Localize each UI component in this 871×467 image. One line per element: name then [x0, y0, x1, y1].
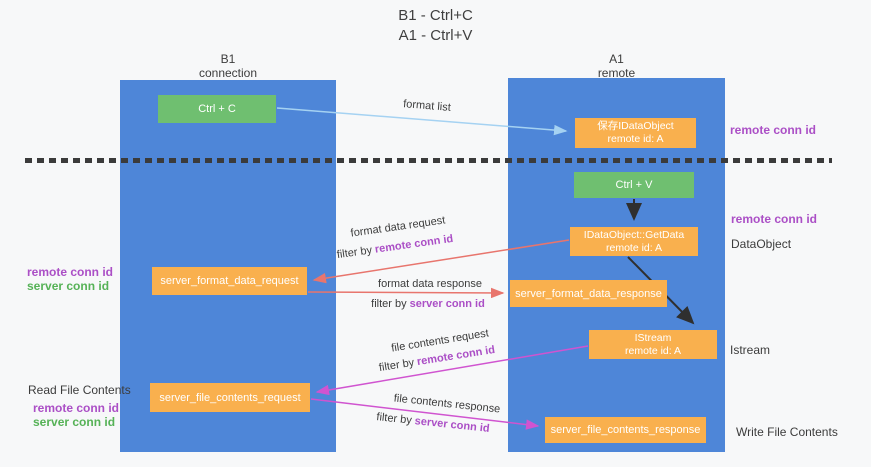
- left-conn-id-pair-1: remote conn id server conn id: [27, 265, 113, 293]
- save-idataobject-box: 保存IDataObject remote id: A: [575, 118, 696, 148]
- server-format-data-request-box: server_format_data_request: [152, 267, 307, 295]
- a1-name: A1: [609, 52, 624, 66]
- filter-by-server-conn-id-label-2: filter by server conn id: [376, 411, 490, 435]
- filter-by-server-conn-id-label-1: filter by server conn id: [371, 298, 485, 310]
- filter-by-text: filter by: [336, 244, 373, 262]
- idataobject-getdata-box: IDataObject::GetData remote id: A: [570, 227, 698, 256]
- filter-by-text: filter by: [371, 298, 407, 310]
- server-file-contents-response-box: server_file_contents_response: [545, 417, 706, 443]
- write-file-contents-label: Write File Contents: [736, 425, 838, 439]
- save-idataobject-line2: remote id: A: [607, 133, 664, 145]
- server-conn-id-text: server conn id: [414, 415, 491, 435]
- b1-role: connection: [198, 66, 258, 80]
- ctrl-c-label: Ctrl + C: [198, 103, 236, 115]
- left-remote-conn-id-2: remote conn id: [33, 401, 120, 415]
- left-conn-id-pair-2: remote conn id server conn id: [33, 401, 119, 429]
- getdata-line2: remote id: A: [605, 241, 663, 254]
- server-file-contents-request-box: server_file_contents_request: [150, 383, 310, 412]
- filter-by-text: filter by: [378, 356, 416, 375]
- diagram-title: B1 - Ctrl+C A1 - Ctrl+V: [0, 6, 871, 46]
- server-format-data-response-box: server_format_data_response: [510, 280, 667, 307]
- server-file-contents-response-label: server_file_contents_response: [550, 424, 701, 436]
- getdata-line1: IDataObject::GetData: [583, 228, 685, 241]
- left-server-conn-id-1: server conn id: [27, 279, 110, 293]
- right-remote-conn-id-1: remote conn id: [730, 123, 817, 137]
- dataobject-label: DataObject: [731, 237, 792, 251]
- column-header-a1: A1 remote: [508, 52, 725, 80]
- istream-line2: remote id: A: [624, 344, 682, 357]
- file-contents-response-label: file contents response: [393, 392, 501, 416]
- title-line-1: B1 - Ctrl+C: [398, 7, 473, 24]
- right-remote-conn-id-2: remote conn id: [731, 212, 818, 226]
- left-remote-conn-id-1: remote conn id: [27, 265, 114, 279]
- ctrl-v-label: Ctrl + V: [615, 179, 653, 191]
- istream-side-label: Istream: [730, 343, 771, 357]
- save-idataobject-line1: 保存IDataObject: [597, 120, 674, 132]
- column-header-b1: B1 connection: [120, 52, 336, 80]
- server-file-contents-request-label: server_file_contents_request: [159, 391, 301, 404]
- title-line-2: A1 - Ctrl+V: [398, 27, 473, 44]
- istream-line1: IStream: [634, 331, 672, 344]
- a1-role: remote: [597, 66, 636, 80]
- istream-box: IStream remote id: A: [589, 330, 717, 359]
- server-format-data-request-label: server_format_data_request: [160, 275, 299, 287]
- server-format-data-response-label: server_format_data_response: [515, 287, 662, 300]
- server-conn-id-text: server conn id: [409, 298, 485, 310]
- b1-name: B1: [220, 52, 236, 66]
- phase-separator-dashed-line: [25, 158, 832, 163]
- format-data-response-arrow: [307, 287, 505, 299]
- format-data-response-label: format data response: [378, 278, 482, 290]
- ctrl-v-box: Ctrl + V: [574, 172, 694, 198]
- format-list-label: format list: [402, 98, 452, 114]
- read-file-contents-label: Read File Contents: [28, 383, 131, 397]
- ctrl-c-box: Ctrl + C: [158, 95, 276, 123]
- filter-by-text: filter by: [375, 411, 413, 427]
- left-server-conn-id-2: server conn id: [33, 415, 116, 429]
- remote-conn-id-text: remote conn id: [374, 232, 454, 256]
